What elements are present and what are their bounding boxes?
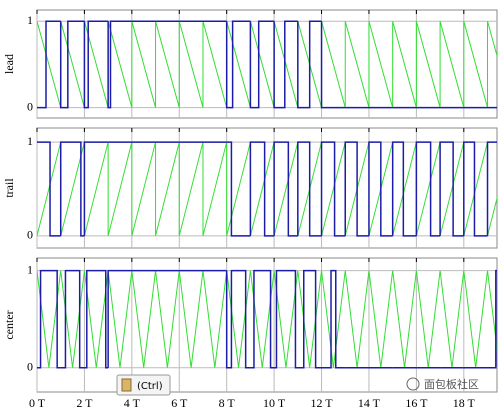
pwm-pulse bbox=[83, 141, 109, 236]
plot bbox=[37, 20, 497, 109]
pwm-pulse bbox=[368, 141, 393, 237]
x-tick-label: 14 T bbox=[358, 396, 381, 409]
pwm-pulse bbox=[59, 20, 85, 109]
pwm-pulse bbox=[83, 20, 109, 109]
pwm-pulse bbox=[37, 269, 61, 369]
plot bbox=[37, 269, 497, 369]
y-axis-label: lead bbox=[2, 54, 16, 74]
y-tick-label: 0 bbox=[27, 228, 33, 242]
x-tick-label: 4 T bbox=[124, 396, 141, 409]
plot bbox=[37, 141, 497, 237]
pwm-pulse bbox=[297, 269, 322, 369]
pwm-pulse bbox=[320, 141, 346, 237]
y-axis-label: center bbox=[2, 310, 16, 339]
pwm-pulse bbox=[320, 21, 346, 109]
pwm-pulse bbox=[107, 20, 132, 109]
pwm-pulse bbox=[107, 269, 132, 368]
pwm-pulse bbox=[249, 141, 275, 237]
pwm-pulse bbox=[321, 269, 346, 369]
y-tick-label: 1 bbox=[27, 134, 33, 148]
y-tick-label: 1 bbox=[27, 13, 33, 27]
y-tick-label: 0 bbox=[27, 359, 33, 373]
pwm-pulse bbox=[226, 141, 251, 237]
x-tick-label: 0 T bbox=[29, 396, 46, 409]
pwm-pulse bbox=[225, 269, 251, 369]
pwm-pulse bbox=[225, 20, 251, 109]
pwm-pulse bbox=[297, 141, 322, 237]
y-tick-label: 1 bbox=[27, 262, 33, 276]
x-tick-label: 8 T bbox=[219, 396, 236, 409]
pwm-pulse bbox=[273, 141, 298, 237]
pwm-pulse bbox=[250, 269, 275, 369]
pwm-pulse bbox=[84, 269, 109, 369]
pwm-pulse bbox=[249, 20, 275, 109]
x-tick-label: 2 T bbox=[76, 396, 93, 409]
pwm-pulse bbox=[439, 141, 464, 237]
pwm-pulse bbox=[463, 141, 488, 237]
pwm-pulse bbox=[273, 20, 298, 109]
pwm-pulse bbox=[37, 20, 61, 109]
pwm-pulse bbox=[486, 141, 497, 236]
paste-label: (Ctrl) bbox=[137, 381, 163, 392]
x-tick-label: 6 T bbox=[171, 396, 188, 409]
pwm-pulse bbox=[391, 141, 417, 237]
pwm-pulse bbox=[37, 141, 61, 237]
pwm-pulse bbox=[415, 141, 441, 237]
y-tick-label: 0 bbox=[27, 99, 33, 113]
pwm-pulse bbox=[59, 141, 85, 237]
pwm-pulse bbox=[297, 20, 322, 109]
pwm-pulse bbox=[487, 269, 497, 369]
x-tick-label: 18 T bbox=[453, 396, 476, 409]
x-tick-label: 10 T bbox=[263, 396, 286, 409]
x-tick-label: 16 T bbox=[405, 396, 428, 409]
paste-button[interactable]: (Ctrl) bbox=[116, 374, 171, 396]
watermark-icon bbox=[406, 377, 420, 391]
pwm-pulse bbox=[344, 141, 369, 237]
y-axis-label: trail bbox=[2, 178, 16, 198]
pwm-pulse bbox=[60, 269, 85, 369]
x-tick-label: 12 T bbox=[310, 396, 333, 409]
watermark: 面包板社区 bbox=[424, 377, 479, 391]
pwm-pulse bbox=[274, 269, 298, 369]
